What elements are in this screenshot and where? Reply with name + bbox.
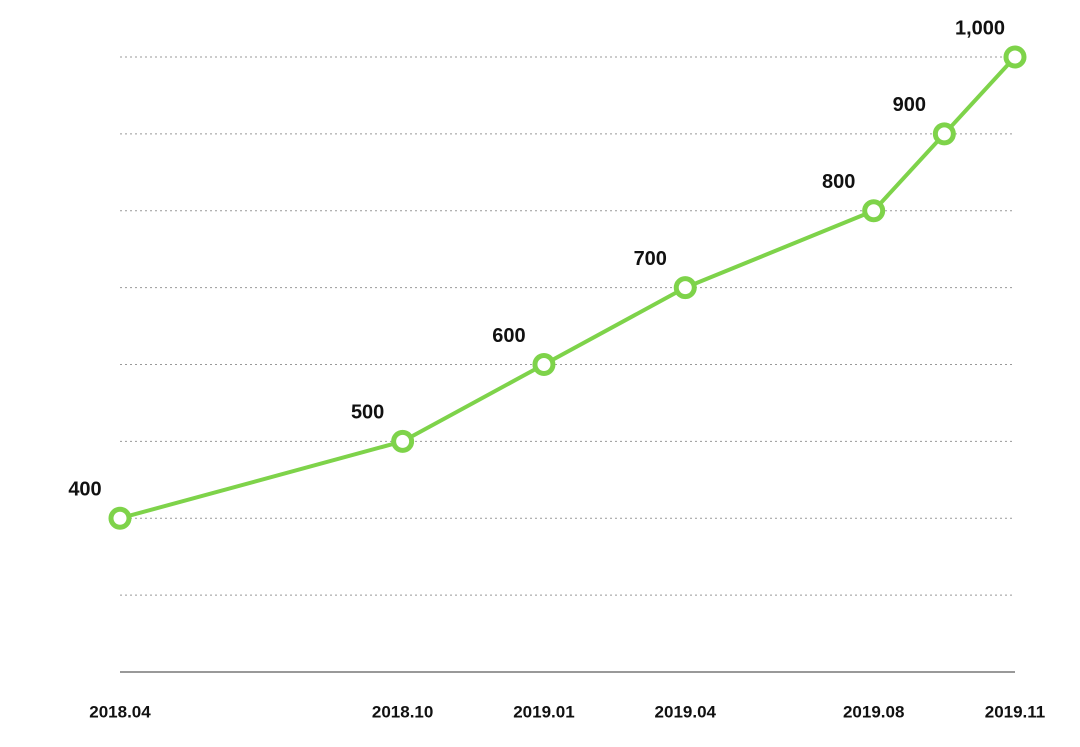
data-point	[673, 276, 697, 300]
x-tick-label: 2019.08	[843, 702, 904, 721]
value-label: 800	[822, 171, 855, 193]
data-point	[391, 429, 415, 453]
x-tick-label: 2018.04	[89, 702, 151, 721]
data-point	[532, 353, 556, 376]
data-point	[932, 122, 956, 146]
data-point	[1003, 45, 1027, 69]
x-tick-label: 2018.10	[372, 702, 433, 721]
x-tick-label: 2019.11	[985, 702, 1046, 721]
x-tick-label: 2019.04	[655, 702, 717, 721]
value-label: 700	[634, 248, 667, 270]
value-label: 600	[492, 325, 525, 347]
value-label: 1,000	[955, 17, 1005, 39]
value-label: 400	[68, 479, 101, 501]
value-label: 900	[893, 94, 926, 116]
data-point	[862, 199, 886, 223]
x-tick-label: 2019.01	[513, 702, 574, 721]
data-point	[108, 506, 132, 530]
value-label: 500	[351, 402, 384, 424]
